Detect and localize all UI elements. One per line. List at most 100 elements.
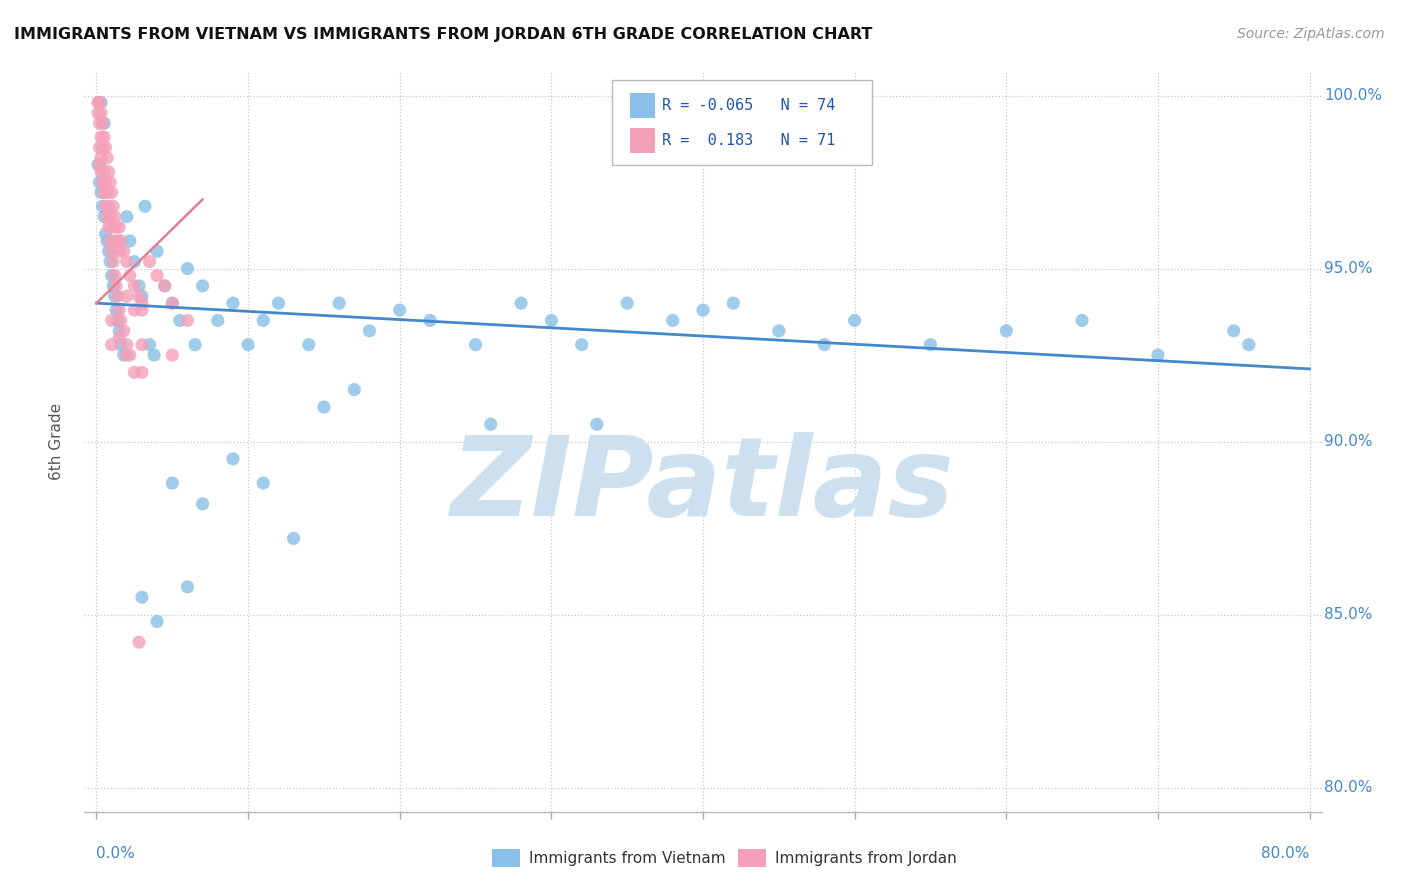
Point [510,296,533,310]
Point [343,383,366,397]
Point [108,303,131,318]
Point [115,210,138,224]
Point [96,234,118,248]
Point [105,303,128,318]
Point [191,497,214,511]
Point [661,313,683,327]
Point [124,303,146,318]
Point [844,313,866,327]
Point [169,313,191,327]
Point [100,337,122,351]
Point [93,164,115,178]
Point [586,417,609,432]
Point [153,278,176,293]
Point [131,289,153,303]
Point [124,254,146,268]
Text: 80.0%: 80.0% [1261,847,1309,862]
Point [100,220,122,235]
Point [108,220,131,235]
Point [101,278,124,293]
Point [100,268,122,283]
Point [479,417,502,432]
Point [105,278,128,293]
Point [112,244,135,259]
Point [813,337,835,351]
Point [101,199,124,213]
Point [110,337,132,351]
Text: Immigrants from Vietnam: Immigrants from Vietnam [529,851,725,865]
Point [91,140,114,154]
Point [118,268,141,283]
Point [162,476,184,491]
Point [93,116,115,130]
Text: 100.0%: 100.0% [1324,88,1382,103]
Point [93,186,115,200]
Point [97,220,120,235]
Point [115,254,138,268]
Point [222,451,245,466]
Point [108,331,131,345]
Point [118,348,141,362]
Point [388,303,411,318]
Point [112,324,135,338]
Point [115,337,138,351]
Point [146,268,169,283]
Point [87,95,110,110]
Point [131,296,153,310]
Point [419,313,441,327]
Point [1237,337,1260,351]
Point [96,210,118,224]
Point [101,254,124,268]
Point [104,289,127,303]
Point [104,234,127,248]
Text: 95.0%: 95.0% [1324,261,1372,276]
Point [107,313,129,327]
Point [312,400,335,414]
Point [91,175,114,189]
Point [207,313,229,327]
Point [222,296,245,310]
Point [100,313,122,327]
Point [616,296,638,310]
Point [112,348,135,362]
Text: R =  0.183   N = 71: R = 0.183 N = 71 [662,133,835,148]
Point [267,296,290,310]
Point [283,532,305,546]
Point [100,244,122,259]
Point [252,476,274,491]
Text: 90.0%: 90.0% [1324,434,1372,449]
Point [124,278,146,293]
Point [146,244,169,259]
Point [131,591,153,605]
Point [134,199,156,213]
Point [90,186,112,200]
Point [98,254,121,268]
Point [571,337,593,351]
Y-axis label: 6th Grade: 6th Grade [49,403,63,480]
Point [138,254,160,268]
Point [110,234,132,248]
Point [94,199,117,213]
Point [146,615,169,629]
Point [107,289,129,303]
Point [995,324,1018,338]
Point [128,635,150,649]
Point [692,303,714,318]
Text: Source: ZipAtlas.com: Source: ZipAtlas.com [1237,27,1385,41]
Text: R = -0.065   N = 74: R = -0.065 N = 74 [662,98,835,113]
Point [138,337,160,351]
Point [162,296,184,310]
Point [131,303,153,318]
Point [89,116,111,130]
Point [90,164,112,178]
Point [540,313,562,327]
Point [94,140,117,154]
Point [920,337,942,351]
Point [768,324,790,338]
Point [191,278,214,293]
Point [115,289,138,303]
Point [105,220,128,235]
Text: IMMIGRANTS FROM VIETNAM VS IMMIGRANTS FROM JORDAN 6TH GRADE CORRELATION CHART: IMMIGRANTS FROM VIETNAM VS IMMIGRANTS FR… [14,27,873,42]
Point [91,116,114,130]
Point [162,296,184,310]
